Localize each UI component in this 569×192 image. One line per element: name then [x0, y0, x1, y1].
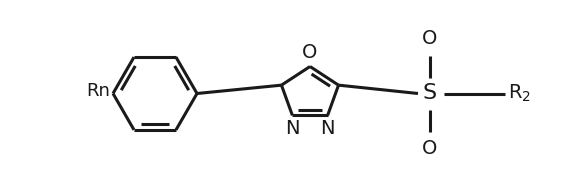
Text: N: N [285, 119, 300, 138]
Text: S: S [423, 84, 437, 103]
Text: O: O [422, 28, 438, 47]
Text: O: O [422, 140, 438, 159]
Text: O: O [302, 44, 318, 63]
Text: Rn: Rn [86, 83, 110, 100]
Text: R$_2$: R$_2$ [508, 83, 531, 104]
Text: N: N [320, 119, 335, 138]
